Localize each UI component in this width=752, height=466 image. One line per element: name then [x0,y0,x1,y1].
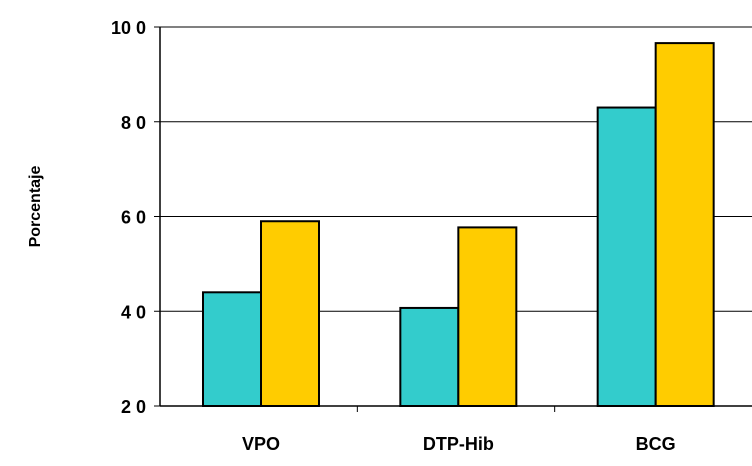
bar-bcg-series-1 [596,106,657,407]
y-tick-label: 2 0 [121,397,146,417]
axes [154,26,752,412]
bar-dtp-hib-series-2 [457,226,518,407]
y-tick-label: 6 0 [121,208,146,228]
x-category-label: VPO [242,434,280,454]
x-category-label: DTP-Hib [423,434,494,454]
x-category-label: BCG [636,434,676,454]
y-tick-label: 8 0 [121,113,146,133]
bar-bcg-series-2 [654,42,715,407]
bar-vpo-series-2 [260,220,320,407]
y-axis-title: Porcentaje [27,165,44,247]
bar-vpo-series-1 [202,291,262,407]
y-tick-label: 10 0 [111,18,146,38]
bar-dtp-hib-series-1 [399,306,460,407]
labels: 2 0 4 0 6 0 8 0 10 0 VPO DTP-Hib BCG Porcentaje [27,18,676,454]
y-tick-label: 4 0 [121,302,146,322]
bars [202,42,715,407]
